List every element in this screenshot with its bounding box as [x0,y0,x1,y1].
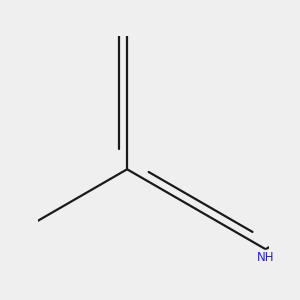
Text: NH: NH [257,251,274,264]
